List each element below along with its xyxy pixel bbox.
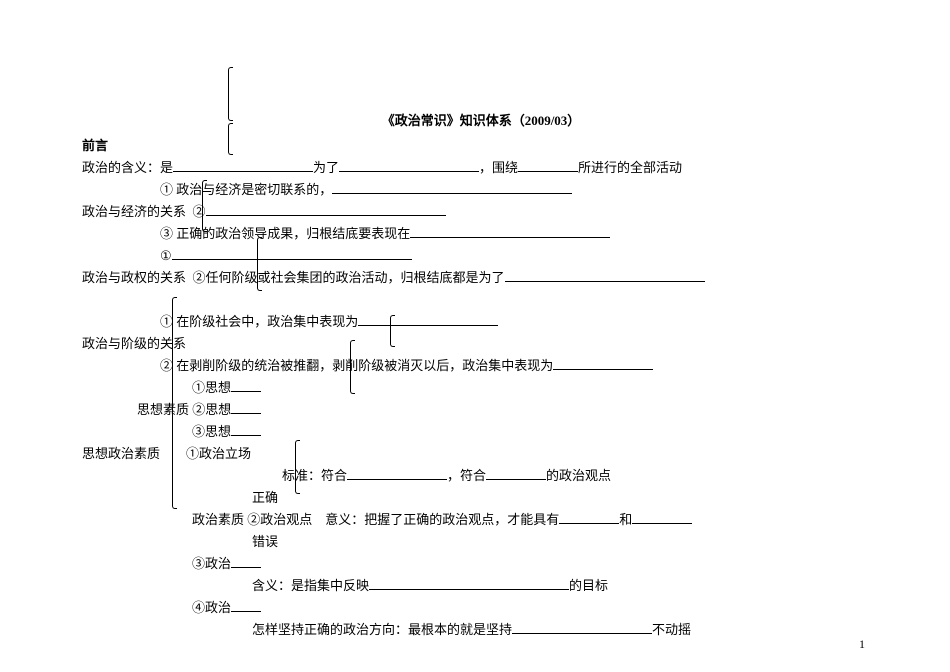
brace-icon [350, 340, 355, 394]
line-def: 含义：是指集中反映 的目标 [82, 575, 880, 597]
blank [172, 246, 412, 260]
blank [332, 180, 572, 194]
t: ①思想 [192, 380, 231, 395]
brace-icon [228, 123, 233, 155]
t: ②任何阶级或社会集团的政治活动，归根结底都是为了 [193, 270, 505, 285]
t: ① 在阶级社会中，政治集中表现为 [160, 314, 358, 329]
t: ③ 正确的政治领导成果，归根结底要表现在 [160, 226, 410, 241]
blank [559, 510, 619, 524]
blank [231, 400, 261, 414]
t: ③政治 [192, 556, 231, 571]
line-standard: 标准：符合 ，符合 的政治观点 [82, 465, 880, 487]
t: ① [160, 248, 172, 263]
line-thought-2: 思想素质 ②思想 [82, 399, 880, 421]
blank [173, 158, 313, 172]
t: 正确 [252, 490, 278, 505]
t: 政治与政权的关系 [82, 270, 186, 285]
line-direction: 怎样坚持正确的政治方向：最根本的就是坚持 不动摇 [82, 619, 880, 641]
t: 为了 [313, 160, 339, 175]
brace-icon [257, 237, 262, 291]
blank [512, 620, 652, 634]
blank [632, 510, 692, 524]
line-correct: 正确 [82, 487, 880, 509]
line-class-1: ① 在阶级社会中，政治集中表现为 [82, 311, 880, 333]
blank [553, 356, 653, 370]
t: 怎样坚持正确的政治方向：最根本的就是坚持 [252, 622, 512, 637]
line-meaning: 政治的含义：是 为了 ，围绕 所进行的全部活动 [82, 157, 880, 179]
t: ② 在剥削阶级的统治被推翻，剥削阶级被消灭以后，政治集中表现为 [160, 358, 553, 373]
blank [231, 554, 261, 568]
brace-icon [390, 315, 395, 347]
t: 政治与经济的关系 [82, 204, 186, 219]
t: ④政治 [192, 600, 231, 615]
blank [339, 158, 479, 172]
brace-icon [228, 67, 233, 121]
t: ，符合 [447, 468, 486, 483]
t: 思想政治素质 [82, 446, 160, 461]
t: 意义：把握了正确的政治观点，才能具有 [325, 512, 559, 527]
line-ideology-quality: 思想政治素质 ①政治立场 [82, 443, 880, 465]
page-number: 1 [859, 637, 865, 652]
t: 含义：是指集中反映 [252, 578, 369, 593]
blank [231, 598, 261, 612]
preface-heading: 前言 [82, 135, 880, 157]
blank [347, 466, 447, 480]
t: 思想素质 ②思想 [137, 402, 231, 417]
t: 错误 [252, 534, 278, 549]
blank [369, 576, 569, 590]
t: ③思想 [192, 424, 231, 439]
t: ① 政治与经济是密切联系的， [160, 182, 332, 197]
t: 政治与阶级的关系 [82, 336, 186, 351]
line-wrong: 错误 [82, 531, 880, 553]
brace-icon [202, 180, 207, 232]
blank [518, 158, 578, 172]
doc-title: 《政治常识》知识体系（2009/03） [82, 110, 880, 129]
t: 和 [619, 512, 632, 527]
blank [410, 224, 610, 238]
blank [231, 378, 261, 392]
t: 标准：符合 [282, 468, 347, 483]
blank [358, 312, 498, 326]
line-thought-1: ①思想 [82, 377, 880, 399]
blank [206, 202, 446, 216]
t: ，围绕 [479, 160, 518, 175]
t: 政治的含义：是 [82, 160, 173, 175]
line-class-2: ② 在剥削阶级的统治被推翻，剥削阶级被消灭以后，政治集中表现为 [82, 355, 880, 377]
t: ①政治立场 [186, 446, 251, 461]
line-political-view: 政治素质 ②政治观点 意义：把握了正确的政治观点，才能具有 和 [82, 509, 880, 531]
line-politics-4: ④政治 [82, 597, 880, 619]
line-class-rel: 政治与阶级的关系 [82, 333, 880, 355]
brace-icon [295, 440, 300, 494]
blank [486, 466, 546, 480]
t: 政治素质 ②政治观点 [192, 512, 312, 527]
spacer [82, 289, 880, 311]
line-power-rel: 政治与政权的关系 ②任何阶级或社会集团的政治活动，归根结底都是为了 [82, 267, 880, 289]
blank [231, 422, 261, 436]
line-power-1: ① [82, 245, 880, 267]
t: 的目标 [569, 578, 608, 593]
blank [505, 268, 705, 282]
t: 不动摇 [652, 622, 691, 637]
line-politics-3: ③政治 [82, 553, 880, 575]
brace-icon [172, 297, 177, 509]
line-thought-3: ③思想 [82, 421, 880, 443]
t: 的政治观点 [546, 468, 611, 483]
t: 所进行的全部活动 [578, 160, 682, 175]
